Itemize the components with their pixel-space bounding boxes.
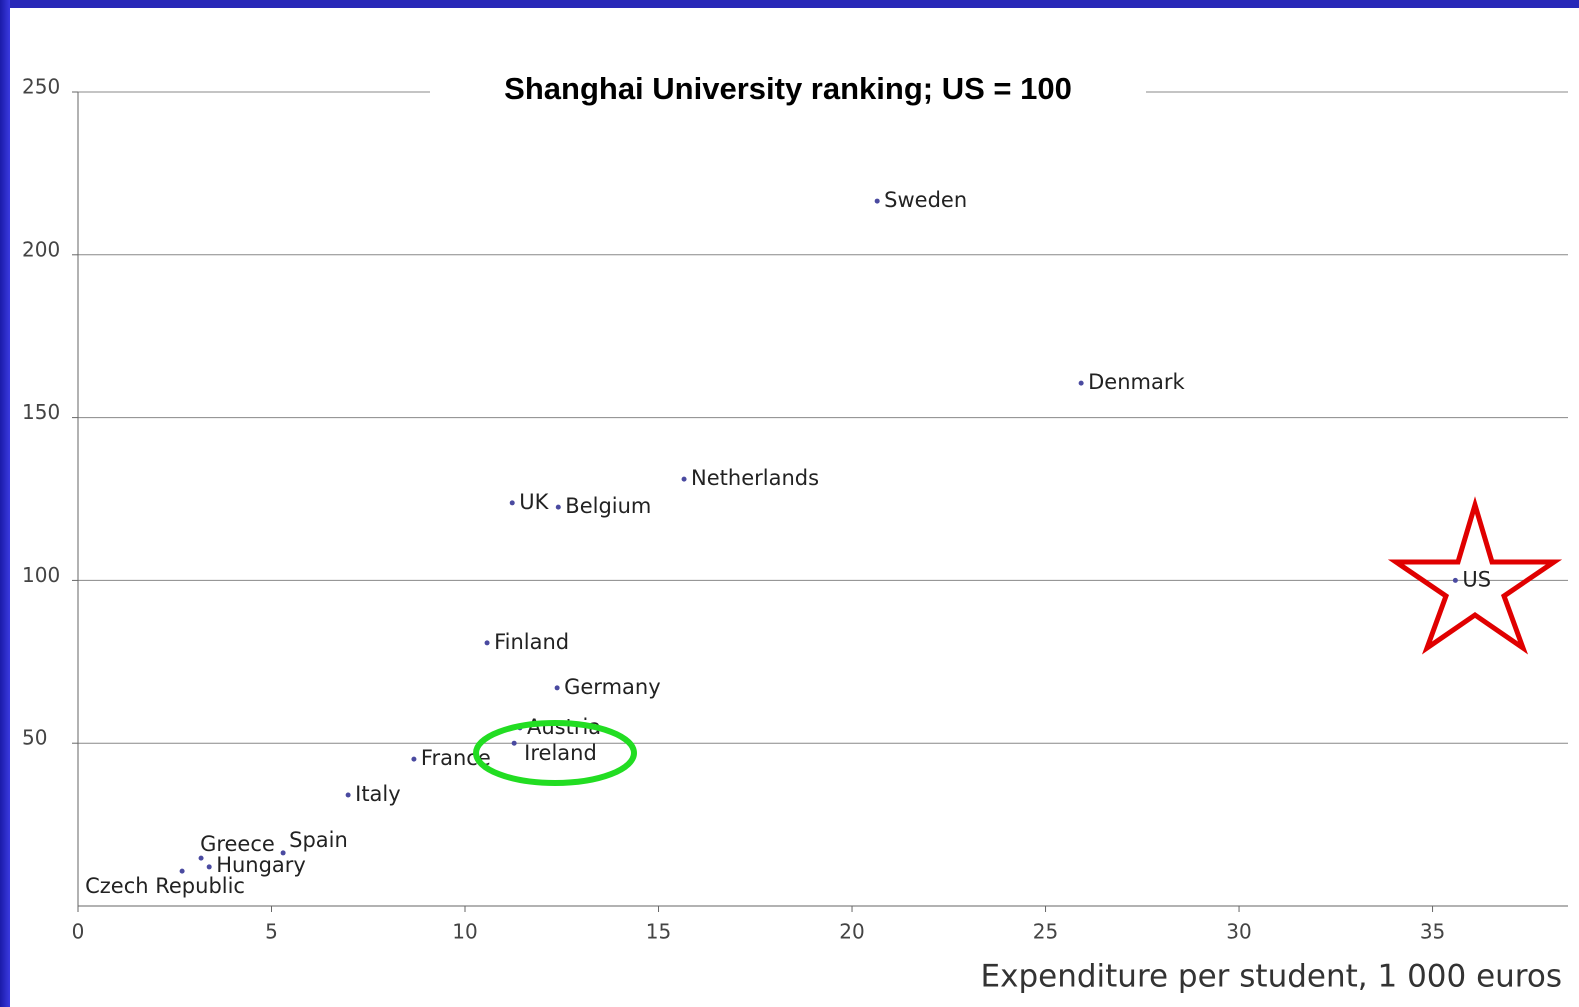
star-annotation (1387, 496, 1563, 655)
point-label: Sweden (884, 188, 967, 212)
point-label: Ireland (524, 741, 597, 765)
y-tick-label: 150 (22, 400, 60, 424)
chart-title: Shanghai University ranking; US = 100 (504, 71, 1072, 106)
data-point (206, 864, 212, 870)
y-tick-label: 100 (22, 563, 60, 587)
y-tick-label: 250 (22, 75, 60, 99)
x-tick-label: 10 (452, 920, 477, 944)
point-label: Germany (564, 675, 661, 699)
data-point (1452, 577, 1458, 583)
x-tick-label: 15 (646, 920, 671, 944)
point-label: Finland (494, 630, 569, 654)
slide-left-band (0, 0, 10, 1007)
title-background (430, 68, 1146, 114)
point-label: Denmark (1088, 370, 1185, 394)
point-label: US (1462, 567, 1491, 591)
data-point (345, 792, 351, 798)
y-tick-label: 50 (22, 726, 47, 750)
data-point (681, 476, 687, 482)
data-point (511, 740, 517, 746)
data-point (874, 198, 880, 204)
data-point (509, 500, 515, 506)
data-point (1078, 380, 1084, 386)
slide-top-band (0, 0, 1579, 8)
data-point (280, 850, 286, 856)
data-point (555, 504, 561, 510)
point-label: Belgium (565, 494, 651, 518)
data-point (198, 855, 204, 861)
plot-area: 50 100 150 200 250 0 5 10 15 20 25 30 35 Sweden Denmar… (22, 75, 1568, 944)
point-label: Spain (289, 828, 348, 852)
x-tick-label: 5 (265, 920, 278, 944)
x-tick-label: 0 (72, 920, 85, 944)
x-tick-label: 30 (1226, 920, 1251, 944)
ellipse-annotation (473, 720, 637, 786)
data-point (554, 685, 560, 691)
point-label: Netherlands (691, 466, 819, 490)
point-label: Greece (200, 832, 275, 856)
x-axis-title: Expenditure per student, 1 000 euros (981, 959, 1562, 995)
x-tick-label: 25 (1033, 920, 1058, 944)
data-point (411, 756, 417, 762)
point-label: Italy (355, 782, 401, 806)
x-tick-label: 20 (839, 920, 864, 944)
x-tick-label: 35 (1420, 920, 1445, 944)
data-point (179, 868, 185, 874)
point-label: Czech Republic (85, 874, 245, 898)
point-label: UK (519, 490, 549, 514)
point-label: Hungary (216, 853, 306, 877)
y-tick-label: 200 (22, 237, 60, 261)
data-point (484, 640, 490, 646)
